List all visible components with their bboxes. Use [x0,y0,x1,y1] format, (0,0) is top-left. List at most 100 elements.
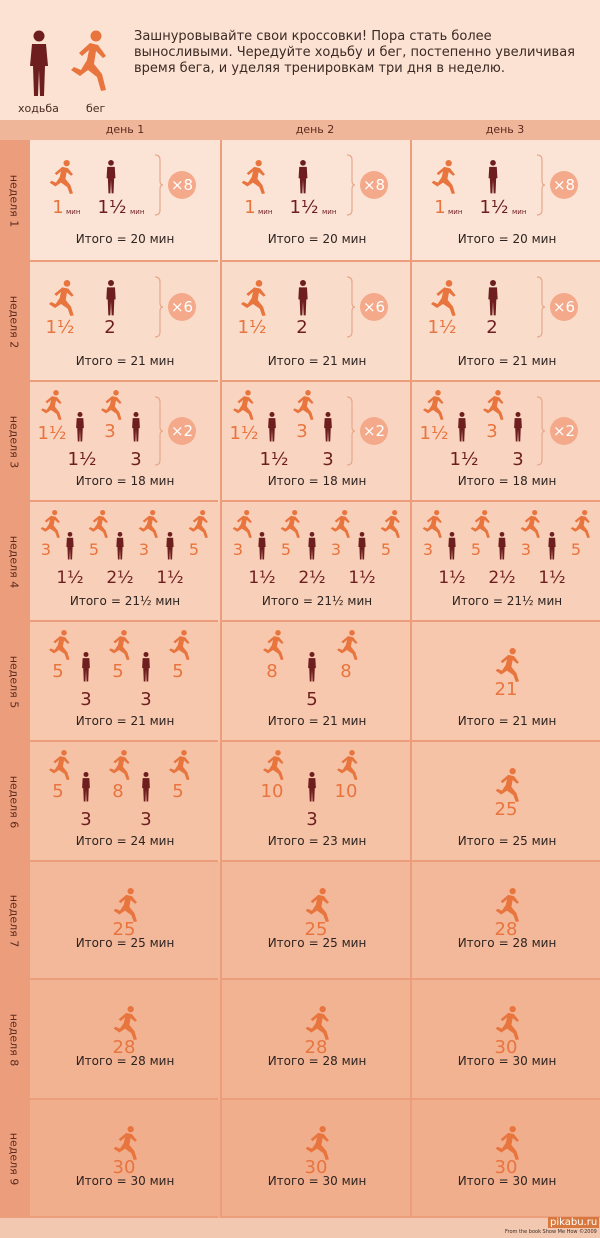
runner-icon [238,280,268,320]
walker-icon [74,412,86,446]
day-cell: 25 Итого = 25 мин [220,862,410,980]
total-value: = 18 мин [498,474,557,488]
total-prefix: Итого [267,834,305,848]
day-cell: 28 Итого = 28 мин [28,980,218,1100]
runner-icon [46,630,72,664]
day-total: Итого = 21 мин [412,354,600,368]
total-value: = 18 мин [308,474,367,488]
day-total: Итого = 21 мин [412,714,600,728]
runner-icon [378,510,402,542]
week-row: неделя 8 28 Итого = 28 мин 28 Итого = 28 мин 30… [0,980,600,1100]
runner-icon [260,750,286,784]
walk-minutes: 3 [130,449,142,470]
walk-minutes: 3 [140,689,152,710]
repeat-brace [536,396,546,470]
runner-icon [186,510,210,542]
runner-icon [136,510,160,542]
day-total: Итого = 20 мин [30,232,220,246]
day-total: Итого = 21 мин [30,714,220,728]
total-prefix: Итого [267,232,305,246]
total-prefix: Итого [451,594,489,608]
run-minutes: 30 [112,1157,136,1178]
total-value: = 21 мин [116,714,175,728]
runner-icon [46,160,76,198]
total-prefix: Итого [75,834,113,848]
day-total: Итого = 20 мин [222,232,412,246]
week-label: неделя 5 [7,655,21,709]
run-minutes: 1½ [37,423,67,444]
day-cell: 10 3 10 Итого = 23 мин [220,742,410,862]
runner-icon [278,510,302,542]
run-minutes: 5 [88,540,100,559]
unit-label: мин [66,208,81,216]
total-prefix: Итого [75,936,113,950]
runner-icon [420,390,446,424]
runner-icon [230,510,254,542]
unit-label: мин [130,208,145,216]
run-minutes: 3 [104,421,116,442]
week-label: неделя 2 [7,295,21,349]
week-row: неделя 7 25 Итого = 25 мин 25 Итого = 25 мин 28… [0,862,600,980]
repeat-brace [536,276,546,342]
week-label: неделя 8 [7,1013,21,1067]
runner-icon [420,510,444,542]
runner-icon [428,160,458,198]
unit-label: мин [448,208,463,216]
run-minutes: 10 [334,781,358,802]
total-value: = 21 мин [308,354,367,368]
day-total: Итого = 25 мин [222,936,412,950]
total-value: = 25 мин [116,936,175,950]
day-cell: 1 мин 1½ мин ×8 Итого = 20 мин [28,140,218,262]
walk-minutes: 3 [306,809,318,830]
walker-icon [296,280,310,320]
run-minutes: 1½ [419,423,449,444]
runner-icon [38,510,62,542]
repeat-brace [346,276,356,342]
day-cell: 8 5 8 Итого = 21 мин [220,622,410,742]
repeat-badge: ×2 [360,417,388,445]
day-2-header: день 2 [295,123,335,136]
week-label: неделя 3 [7,415,21,469]
total-prefix: Итого [457,354,495,368]
total-value: = 21 мин [498,354,557,368]
run-minutes: 28 [494,919,518,940]
runner-icon [302,1126,332,1164]
walk-minutes: 3 [80,809,92,830]
walker-icon [130,412,142,446]
total-value: = 21 мин [116,354,175,368]
total-value: = 28 мин [308,1054,367,1068]
week-label-column: неделя 2 [0,262,28,382]
day-total: Итого = 25 мин [412,834,600,848]
runner-icon [492,648,522,686]
run-minutes: 5 [470,540,482,559]
header: ходьба бег Зашнуровывайте свои кроссовки… [0,0,600,120]
run-minutes: 28 [304,1037,328,1058]
runner-icon [492,888,522,926]
run-minutes: 3 [520,540,532,559]
walker-icon [164,532,176,564]
run-minutes: 3 [330,540,342,559]
runner-icon [110,1006,140,1044]
total-value: = 20 мин [116,232,175,246]
runner-icon [428,280,458,320]
walk-minutes: 1½ [56,568,84,588]
walker-icon [24,30,54,102]
day-cell: 21 Итого = 21 мин [410,622,600,742]
walker-icon [256,532,268,564]
week-row: неделя 6 5 3 8 3 5 Итого = 24 мин 10 3 10 Итого = 23… [0,742,600,862]
day-cell: 3 1½ 5 2½ 3 1½ 5 Итого = 21½ мин [28,502,218,622]
run-label: бег [86,102,106,115]
run-minutes: 1½ [427,317,457,338]
total-value: = 30 мин [308,1174,367,1188]
repeat-badge: ×2 [550,417,578,445]
runner-icon [166,630,192,664]
week-label-column: неделя 3 [0,382,28,502]
week-row: неделя 4 3 1½ 5 2½ 3 1½ 5 Итого = 21½ мин 3 1½ 5 2½ 3 1… [0,502,600,622]
run-minutes: 3 [296,421,308,442]
run-minutes: 1 [52,197,64,218]
walk-minutes: 1½ [538,568,566,588]
total-prefix: Итого [267,354,305,368]
run-minutes: 3 [422,540,434,559]
repeat-badge: ×6 [550,293,578,321]
run-minutes: 1½ [237,317,267,338]
